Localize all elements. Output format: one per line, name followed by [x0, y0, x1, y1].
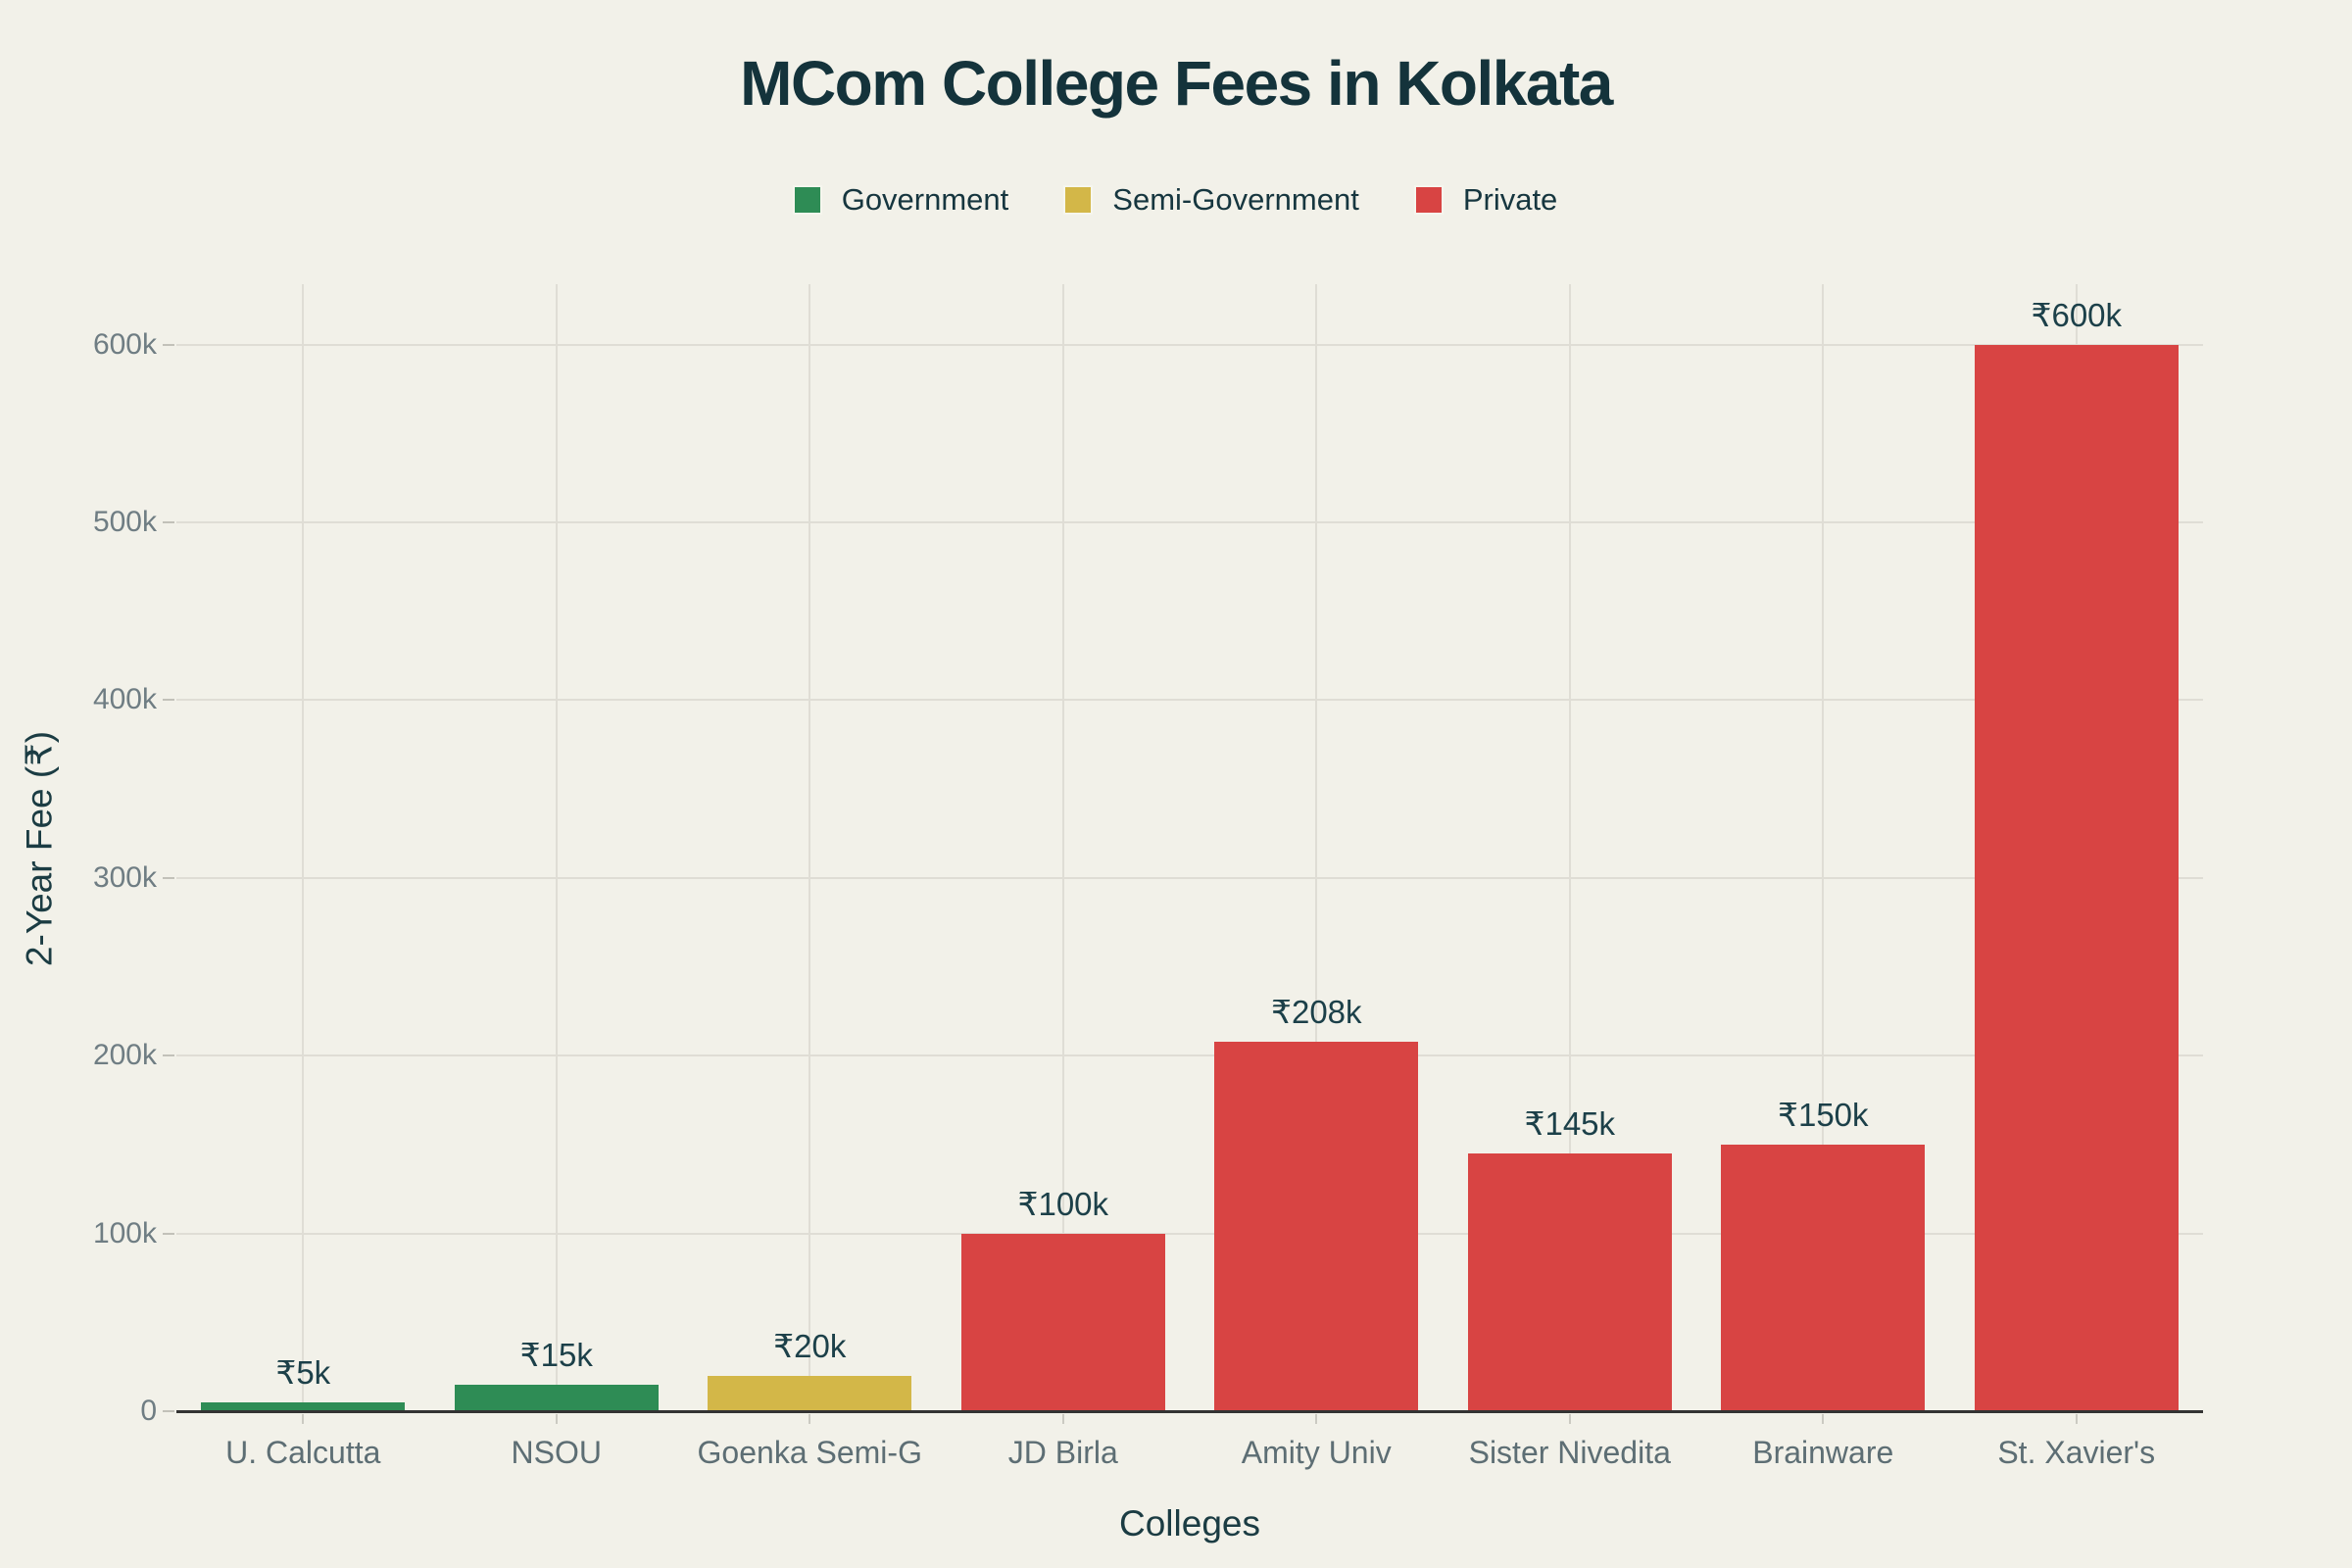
- x-gridline: [1061, 284, 1064, 1411]
- x-gridline: [1822, 284, 1825, 1411]
- y-tick-label: 600k: [92, 327, 157, 361]
- x-category-label: JD Birla: [1007, 1435, 1118, 1470]
- x-category-label: Goenka Semi-G: [697, 1435, 922, 1470]
- y-gridline: [176, 1232, 2203, 1235]
- bar-u-calcutta[interactable]: [201, 1401, 406, 1411]
- bar-value-label: ₹15k: [519, 1336, 593, 1373]
- legend-item-semi-government[interactable]: Semi-Government: [1065, 182, 1359, 218]
- bar-nsou[interactable]: [454, 1384, 659, 1411]
- y-tick: [163, 699, 174, 702]
- legend-swatch-icon: [794, 187, 820, 213]
- legend-label: Government: [841, 182, 1009, 217]
- x-tick: [1822, 1414, 1825, 1424]
- bar-jd-birla[interactable]: [960, 1233, 1165, 1411]
- bar-value-label: ₹150k: [1777, 1096, 1869, 1133]
- y-tick-label: 400k: [92, 683, 157, 716]
- y-tick-label: 100k: [92, 1216, 157, 1250]
- y-tick: [163, 876, 174, 879]
- bar-value-label: ₹5k: [275, 1353, 331, 1391]
- y-tick-label: 300k: [92, 860, 157, 894]
- bar-value-label: ₹145k: [1524, 1104, 1616, 1142]
- y-tick-label: 500k: [92, 506, 157, 539]
- x-tick: [555, 1414, 558, 1424]
- x-gridline: [1315, 284, 1318, 1411]
- x-tick: [1568, 1414, 1571, 1424]
- legend-label: Semi-Government: [1112, 182, 1359, 217]
- x-axis-line: [176, 1409, 2203, 1413]
- x-category-label: St. Xavier's: [1997, 1435, 2156, 1470]
- x-gridline: [808, 284, 811, 1411]
- bar-sister-nivedita[interactable]: [1467, 1152, 1672, 1411]
- y-tick: [163, 1410, 174, 1412]
- legend-swatch-icon: [1065, 187, 1092, 213]
- y-gridline: [176, 1054, 2203, 1057]
- legend: Government Semi-Government Private: [0, 182, 2352, 218]
- bar-value-label: ₹600k: [2031, 296, 2123, 333]
- bar-value-label: ₹100k: [1017, 1185, 1109, 1222]
- x-category-label: U. Calcutta: [225, 1435, 381, 1470]
- y-gridline: [176, 699, 2203, 702]
- bar-goenka-semi-g[interactable]: [708, 1375, 912, 1411]
- bar-value-label: ₹20k: [773, 1327, 847, 1364]
- y-gridline: [176, 876, 2203, 879]
- legend-item-private[interactable]: Private: [1415, 182, 1558, 218]
- bar-st-xavier-s[interactable]: [1974, 344, 2179, 1411]
- y-tick: [163, 521, 174, 524]
- legend-label: Private: [1462, 182, 1558, 217]
- x-tick: [302, 1414, 305, 1424]
- chart-title: MCom College Fees in Kolkata: [740, 48, 1613, 119]
- x-tick: [2075, 1414, 2078, 1424]
- x-category-label: Sister Nivedita: [1468, 1435, 1671, 1470]
- x-gridline: [1568, 284, 1571, 1411]
- x-tick: [1315, 1414, 1318, 1424]
- y-tick: [163, 1054, 174, 1057]
- bar-value-label: ₹208k: [1270, 993, 1362, 1030]
- y-tick: [163, 1232, 174, 1235]
- y-axis-title: 2-Year Fee (₹): [19, 730, 60, 967]
- y-gridline: [176, 521, 2203, 524]
- legend-swatch-icon: [1415, 187, 1442, 213]
- y-tick-label: 0: [140, 1395, 157, 1427]
- x-tick: [808, 1414, 811, 1424]
- y-gridline: [176, 343, 2203, 346]
- y-tick-label: 200k: [92, 1039, 157, 1072]
- legend-item-government[interactable]: Government: [794, 182, 1009, 218]
- y-tick: [163, 343, 174, 346]
- x-category-label: Amity Univ: [1241, 1435, 1392, 1470]
- x-gridline: [555, 284, 558, 1411]
- x-category-label: NSOU: [511, 1435, 602, 1470]
- x-gridline: [302, 284, 305, 1411]
- x-category-label: Brainware: [1752, 1435, 1894, 1470]
- bar-amity-univ[interactable]: [1214, 1041, 1419, 1411]
- x-tick: [1061, 1414, 1064, 1424]
- bar-brainware[interactable]: [1721, 1144, 1926, 1411]
- x-axis-title: Colleges: [1119, 1503, 1260, 1544]
